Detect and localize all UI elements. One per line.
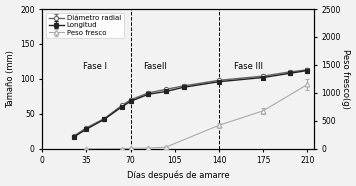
- X-axis label: Días después de amarre: Días después de amarre: [127, 171, 229, 180]
- Legend: Diámetro radial, Longitud, Peso fresco: Diámetro radial, Longitud, Peso fresco: [46, 12, 124, 38]
- Y-axis label: Tamaño (mm): Tamaño (mm): [6, 50, 15, 108]
- Text: Fase III: Fase III: [234, 62, 263, 71]
- Text: Fase I: Fase I: [83, 62, 107, 71]
- Y-axis label: Peso fresco(g): Peso fresco(g): [341, 49, 350, 109]
- Text: FaseII: FaseII: [143, 62, 167, 71]
